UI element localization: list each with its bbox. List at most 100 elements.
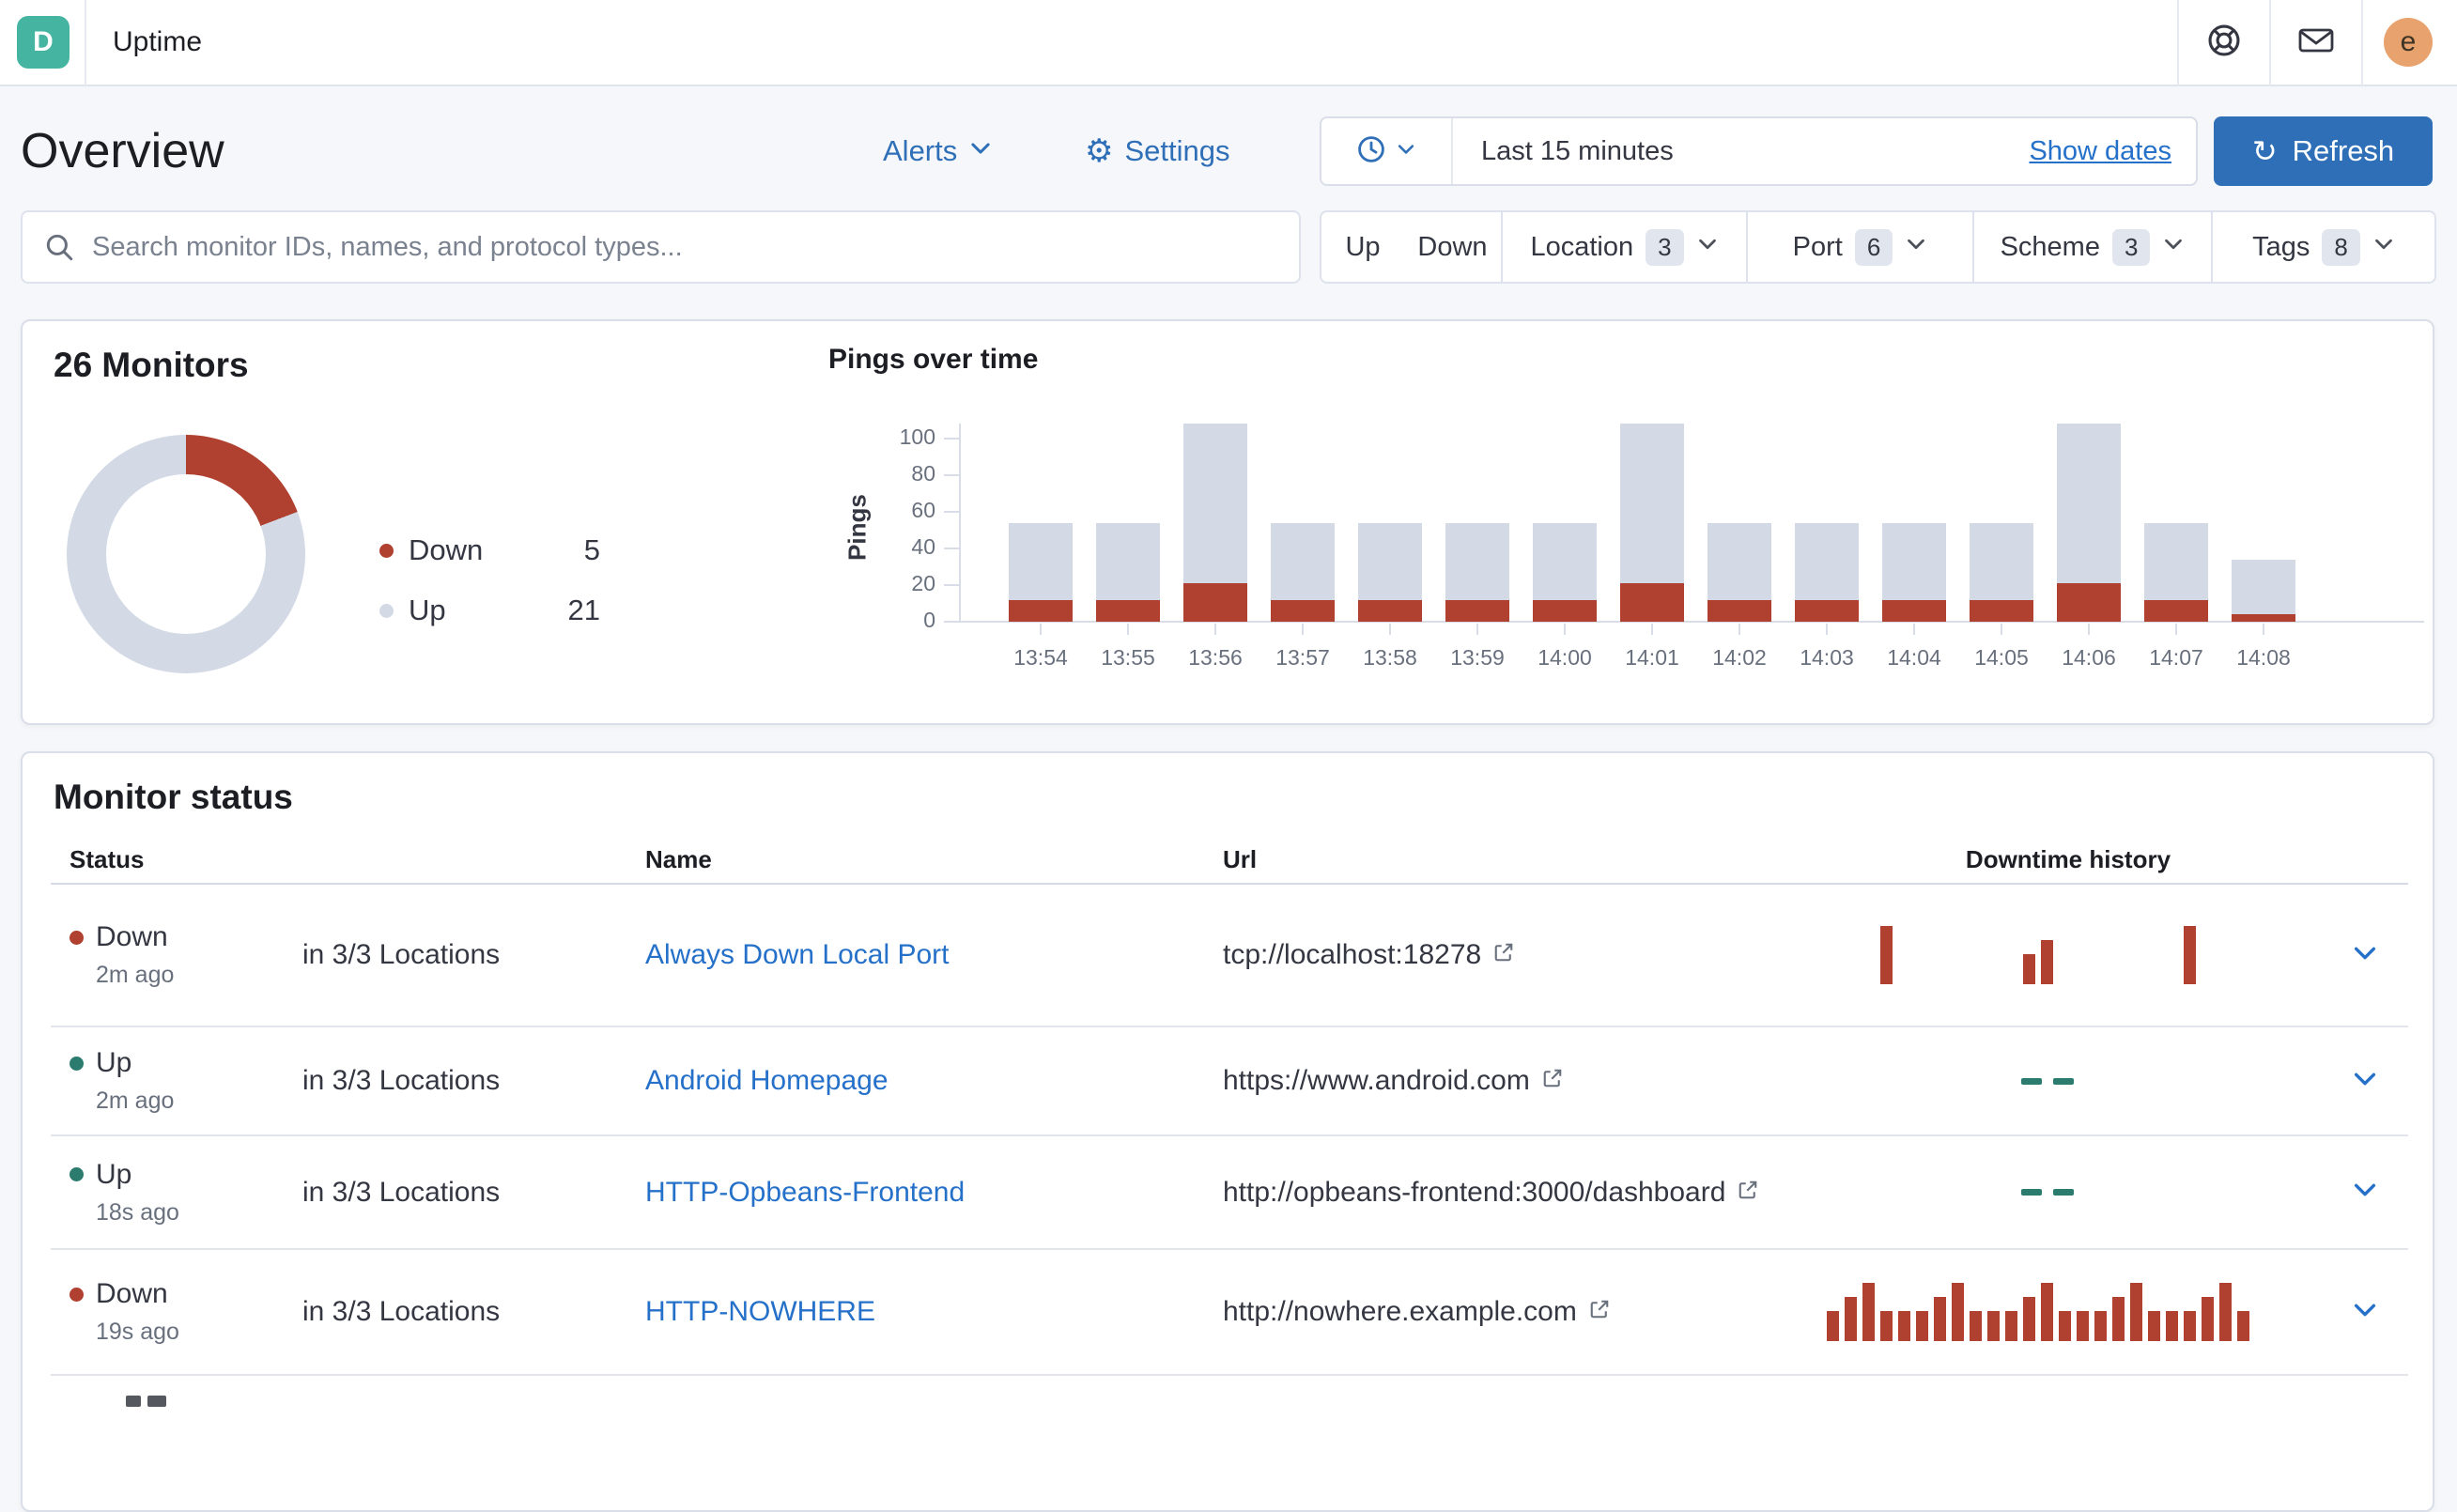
status-label: Down xyxy=(96,921,168,952)
x-axis-tick-label: 13:57 xyxy=(1275,645,1330,670)
chevron-down-icon xyxy=(1396,139,1416,164)
url-text: http://nowhere.example.com xyxy=(1223,1296,1577,1327)
downtime-bar xyxy=(2041,940,2053,984)
url-cell: tcp://localhost:18278 xyxy=(1223,939,1515,971)
downtime-history-empty xyxy=(1827,1052,2268,1110)
filter-port-dropdown[interactable]: Port 6 xyxy=(1746,212,1972,282)
date-picker: Last 15 minutes Show dates xyxy=(1320,116,2198,186)
filter-scheme-dropdown[interactable]: Scheme 3 xyxy=(1972,212,2211,282)
x-axis-tick-label: 13:58 xyxy=(1363,645,1417,670)
search-and-filter-row: Up Down Location 3 Port 6 Scheme 3 Tags 8 xyxy=(21,210,2436,285)
legend-dot-down xyxy=(379,543,394,558)
pings-bar-down-segment xyxy=(2232,614,2295,622)
quick-select-menu-button[interactable] xyxy=(1321,118,1453,184)
time-range-value[interactable]: Last 15 minutes xyxy=(1453,136,1674,167)
show-dates-link[interactable]: Show dates xyxy=(2029,135,2171,166)
filter-tags-dropdown[interactable]: Tags 8 xyxy=(2211,212,2434,282)
expand-row-button[interactable] xyxy=(2346,1293,2384,1331)
monitor-name-link[interactable]: HTTP-Opbeans-Frontend xyxy=(645,1176,966,1208)
monitor-name-link[interactable]: HTTP-NOWHERE xyxy=(645,1296,875,1327)
y-axis-tick xyxy=(944,511,959,513)
chevron-down-icon xyxy=(968,134,993,168)
topbar-divider xyxy=(2269,0,2271,85)
filter-location-dropdown[interactable]: Location 3 xyxy=(1501,212,1746,282)
x-axis-line xyxy=(959,621,2424,623)
locations-cell: in 3/3 Locations xyxy=(302,1065,501,1096)
pings-bar xyxy=(1882,522,1946,622)
monitor-name-link[interactable]: Always Down Local Port xyxy=(645,939,950,970)
user-avatar[interactable]: e xyxy=(2384,18,2433,67)
expand-row-button[interactable] xyxy=(2346,936,2384,974)
newsfeed-button[interactable] xyxy=(2271,0,2361,85)
downtime-bar xyxy=(2130,1283,2142,1341)
status-cell: Up 2m ago xyxy=(70,1047,174,1115)
filter-tags-label: Tags xyxy=(2252,231,2310,262)
pings-bar-up-segment xyxy=(2057,424,2121,584)
pings-bar xyxy=(1708,522,1771,622)
chevron-down-icon xyxy=(2351,939,2379,972)
downtime-history-sparkline xyxy=(1827,1283,2268,1341)
x-axis-tick-label: 14:04 xyxy=(1887,645,1941,670)
help-button[interactable] xyxy=(2179,0,2269,85)
legend-dot-up xyxy=(379,603,394,618)
legend-label: Up xyxy=(409,594,446,626)
filter-down-button[interactable]: Down xyxy=(1404,212,1501,282)
topbar-divider xyxy=(2177,0,2179,85)
pings-bar-down-segment xyxy=(2057,583,2121,622)
downtime-bar xyxy=(1880,926,1893,984)
downtime-bar xyxy=(2184,1311,2196,1341)
snapshot-panel: 26 Monitors Down 5 Up 21 Pings over time Pi… xyxy=(21,319,2434,725)
y-axis-tick xyxy=(944,474,959,476)
pings-bar-down-segment xyxy=(1009,599,1073,622)
x-axis-tick xyxy=(1913,624,1915,635)
status-cell: Up 18s ago xyxy=(70,1159,179,1227)
pings-bar-down-segment xyxy=(1882,599,1946,622)
expand-row-button[interactable] xyxy=(2346,1174,2384,1211)
chevron-down-icon xyxy=(2351,1065,2379,1098)
x-axis-tick-label: 13:55 xyxy=(1101,645,1155,670)
chevron-down-icon xyxy=(2351,1176,2379,1209)
filter-up-button[interactable]: Up xyxy=(1321,212,1404,282)
status-label: Up xyxy=(96,1158,132,1190)
settings-button[interactable]: ⚙ Settings xyxy=(1085,134,1230,168)
status-timestamp: 2m ago xyxy=(96,1088,175,1114)
topbar-actions: e xyxy=(2177,0,2457,85)
pings-bar-up-segment xyxy=(1533,522,1597,600)
url-text: https://www.android.com xyxy=(1223,1065,1530,1096)
expand-row-button[interactable] xyxy=(2346,1062,2384,1100)
search-input[interactable] xyxy=(92,212,1299,282)
empty-history-dash xyxy=(2053,1077,2074,1085)
downtime-history-sparkline xyxy=(1827,926,2268,984)
pings-bar-down-segment xyxy=(1183,583,1247,622)
topbar-divider xyxy=(2361,0,2363,85)
status-timestamp: 19s ago xyxy=(96,1319,179,1345)
pings-bar xyxy=(1795,522,1859,622)
pings-bar-down-segment xyxy=(1096,599,1160,622)
page-title: Overview xyxy=(21,124,224,178)
downtime-bar xyxy=(2112,1297,2125,1341)
app-title: Uptime xyxy=(113,26,203,57)
url-cell: https://www.android.com xyxy=(1223,1065,1564,1097)
chevron-down-icon xyxy=(2162,232,2185,263)
pings-bar-down-segment xyxy=(1795,599,1859,622)
column-header-name: Name xyxy=(645,845,712,873)
x-axis-tick-label: 14:00 xyxy=(1538,645,1592,670)
downtime-bar xyxy=(2059,1311,2071,1341)
topbar-divider xyxy=(85,0,86,85)
app-logo[interactable]: D xyxy=(17,16,70,69)
pings-bar xyxy=(1096,522,1160,622)
monitor-name-link[interactable]: Android Homepage xyxy=(645,1065,889,1096)
x-axis-tick xyxy=(1302,624,1304,635)
donut-hole xyxy=(106,474,266,634)
clipped-next-row-text xyxy=(126,1396,141,1407)
refresh-button[interactable]: ↻ Refresh xyxy=(2214,116,2433,186)
search-box xyxy=(21,210,1301,284)
donut-legend: Down 5 Up 21 xyxy=(379,520,600,640)
downtime-bar xyxy=(1916,1311,1928,1341)
status-dot-down xyxy=(70,930,84,945)
legend-item: Down 5 xyxy=(379,520,600,580)
external-link-icon xyxy=(1541,1065,1564,1097)
alerts-dropdown[interactable]: Alerts xyxy=(883,134,993,168)
url-text: http://opbeans-frontend:3000/dashboard xyxy=(1223,1176,1726,1208)
x-axis-tick-label: 14:02 xyxy=(1712,645,1767,670)
